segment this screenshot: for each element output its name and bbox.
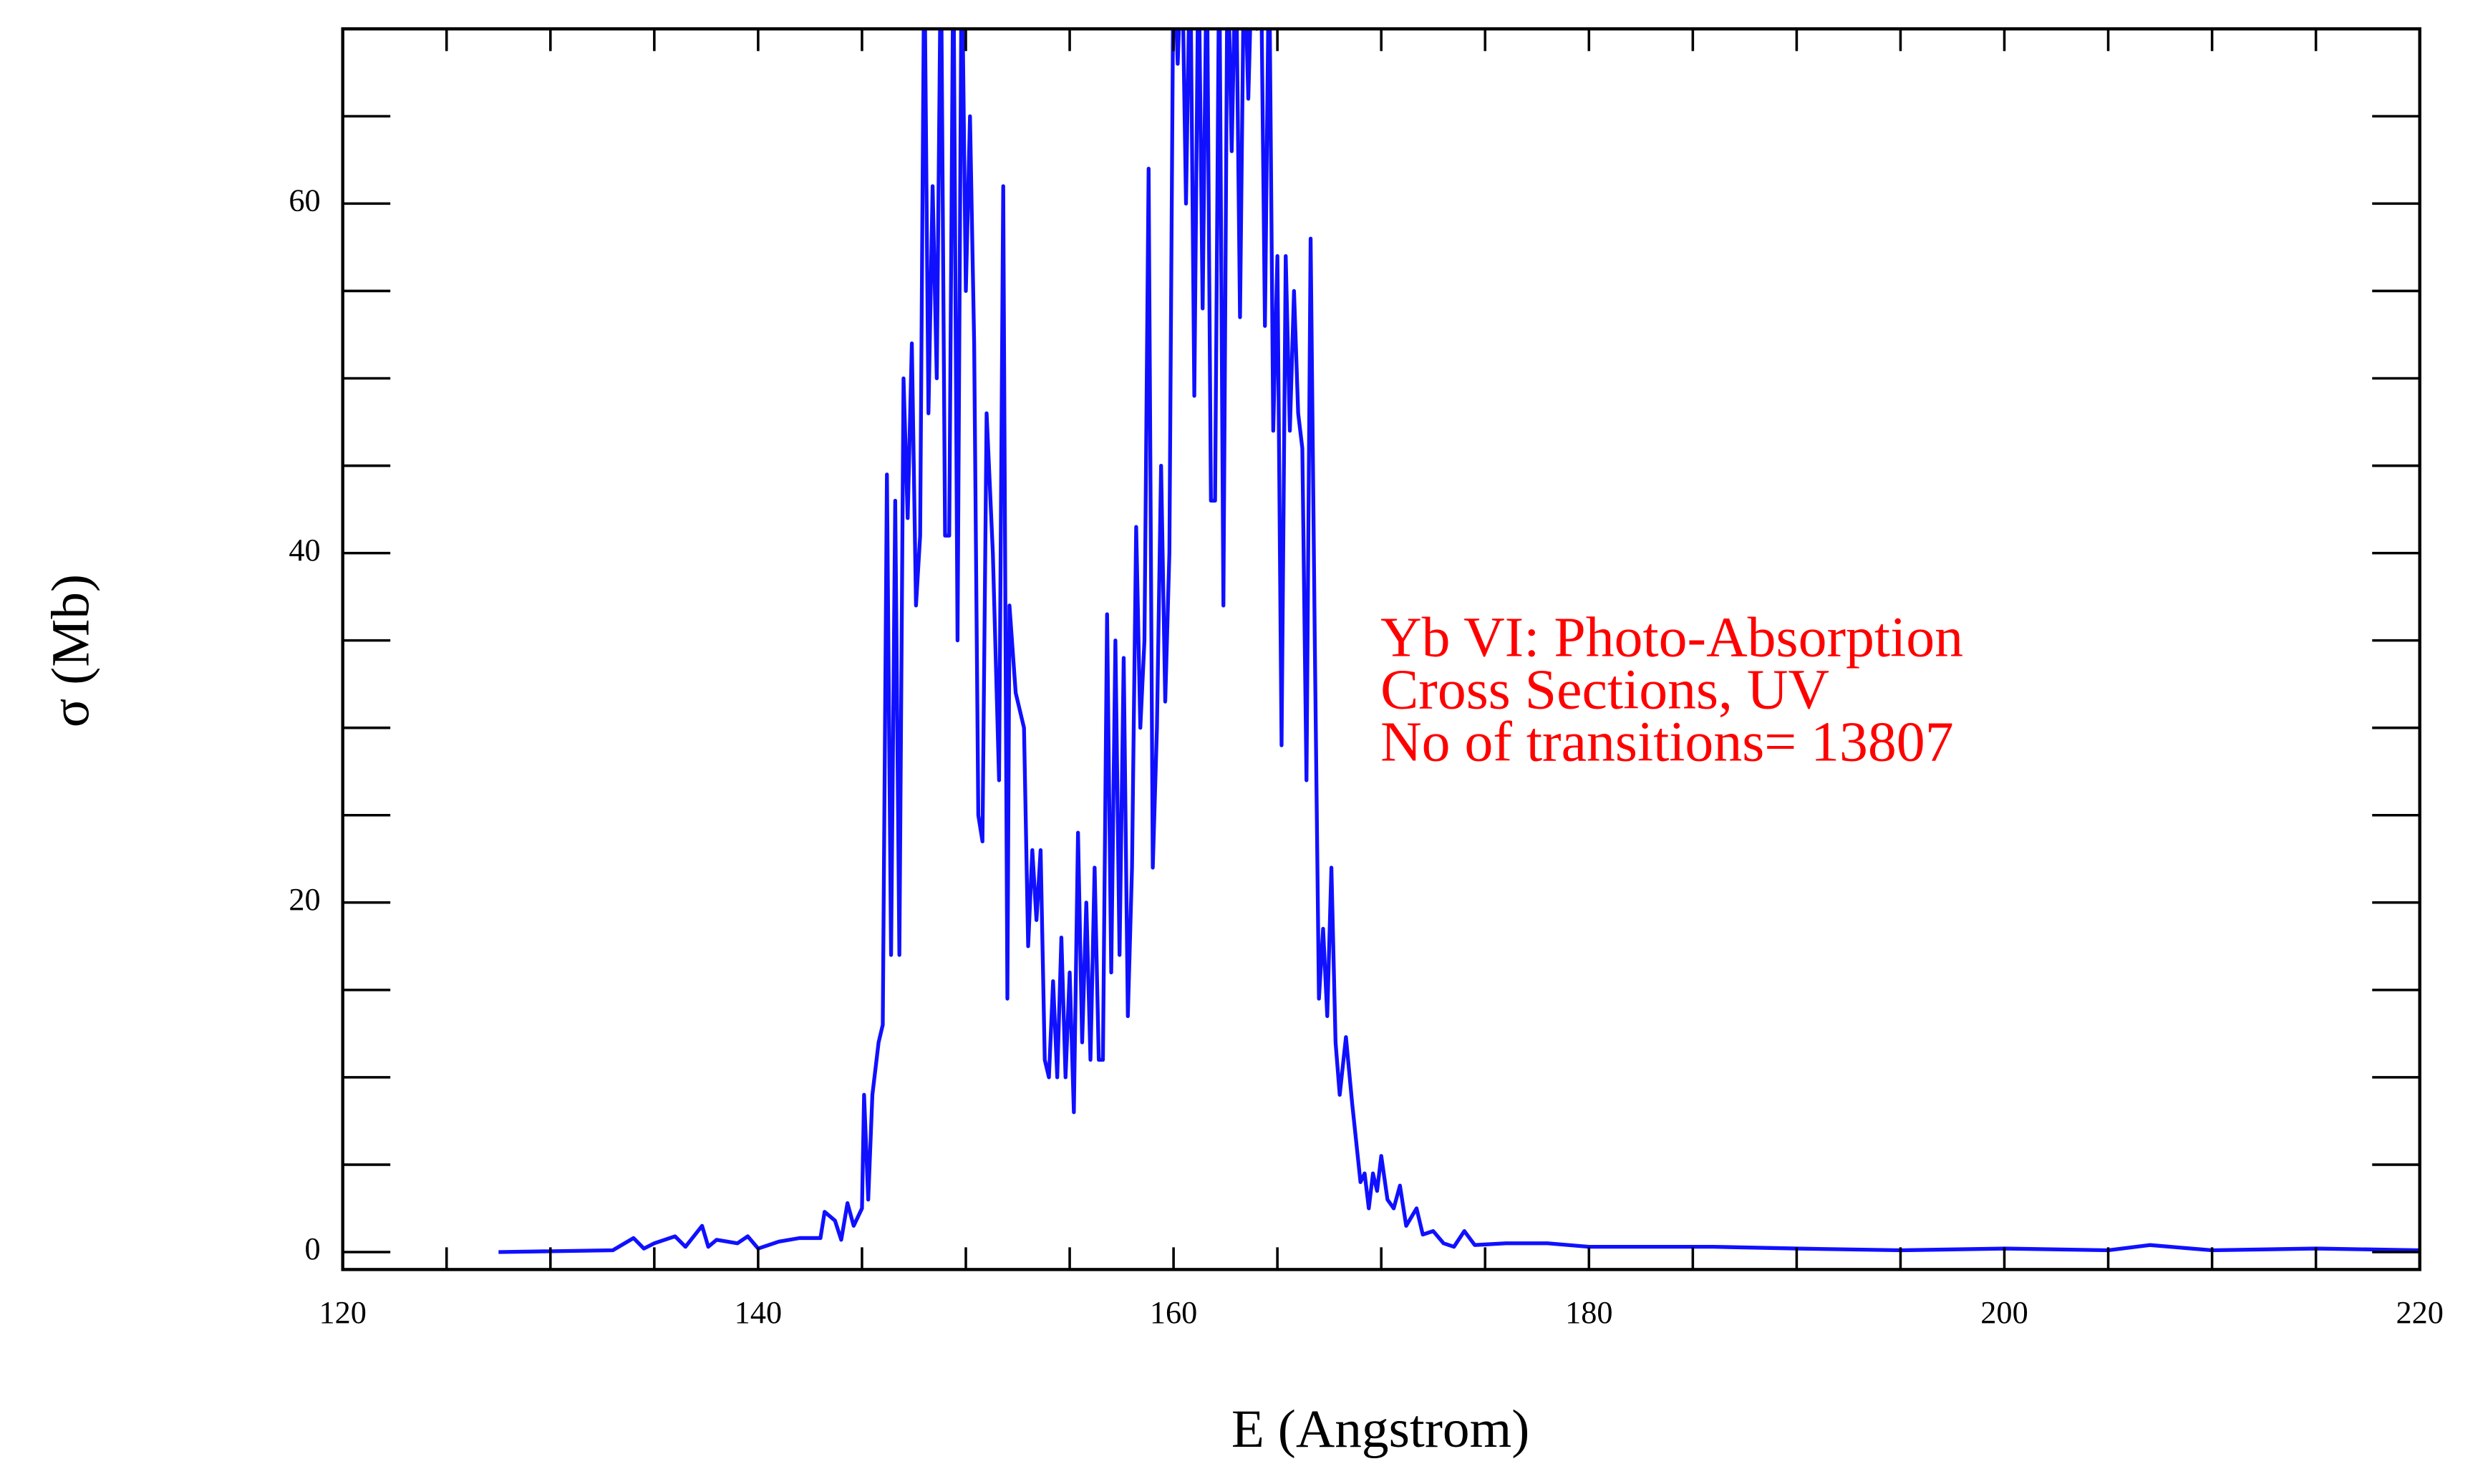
data-line — [498, 29, 2420, 1254]
x-tick-label: 200 — [1980, 1295, 2028, 1330]
x-tick-label: 160 — [1150, 1295, 1197, 1330]
annotation: Yb VI: Photo-Absorption — [1380, 606, 1963, 669]
y-tick-label: 40 — [289, 533, 320, 568]
y-axis-label: σ (Mb) — [42, 574, 101, 727]
x-tick-label: 140 — [735, 1295, 782, 1330]
x-tick-label: 180 — [1565, 1295, 1612, 1330]
annotation: No of transitions= 13807 — [1380, 711, 1954, 774]
y-tick-label: 0 — [305, 1231, 321, 1266]
y-tick-label: 20 — [289, 882, 320, 917]
x-axis-label: E (Angstrom) — [1231, 1400, 1529, 1459]
x-tick-label: 220 — [2396, 1295, 2443, 1330]
y-tick-label: 60 — [289, 183, 320, 218]
x-tick-label: 120 — [319, 1295, 366, 1330]
annotation: Cross Sections, UV — [1380, 658, 1829, 721]
